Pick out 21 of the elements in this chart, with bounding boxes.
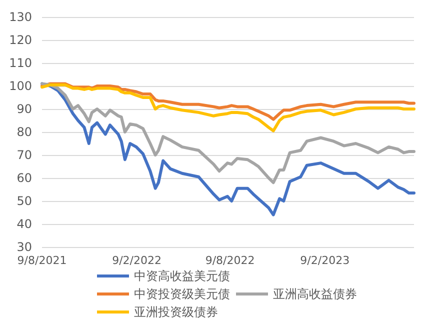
x-tick-label: 9/2/2023 bbox=[300, 254, 350, 267]
y-tick-label: 30 bbox=[16, 240, 32, 254]
y-tick-label: 90 bbox=[16, 102, 32, 116]
legend-label: 亚洲高收益债券 bbox=[273, 287, 357, 301]
line-series bbox=[40, 83, 416, 132]
legend-label: 中资投资级美元债 bbox=[134, 287, 230, 301]
legend-label: 中资高收益美元债 bbox=[134, 269, 230, 283]
x-tick-label: 9/2/2022 bbox=[112, 254, 162, 267]
y-tick-label: 110 bbox=[9, 56, 32, 70]
line-series bbox=[40, 82, 416, 184]
y-tick-label: 50 bbox=[16, 194, 32, 208]
y-tick-label: 60 bbox=[16, 171, 32, 185]
y-tick-label: 100 bbox=[9, 79, 32, 93]
y-tick-label: 70 bbox=[16, 148, 32, 162]
y-tick-label: 40 bbox=[16, 217, 32, 231]
y-tick-label: 130 bbox=[9, 10, 32, 24]
y-tick-label: 120 bbox=[9, 33, 32, 47]
x-tick-label: 9/8/2022 bbox=[205, 254, 255, 267]
legend-label: 亚洲投资级债券 bbox=[134, 305, 218, 319]
y-tick-label: 80 bbox=[16, 125, 32, 139]
x-tick-label: 9/8/2021 bbox=[17, 254, 67, 267]
